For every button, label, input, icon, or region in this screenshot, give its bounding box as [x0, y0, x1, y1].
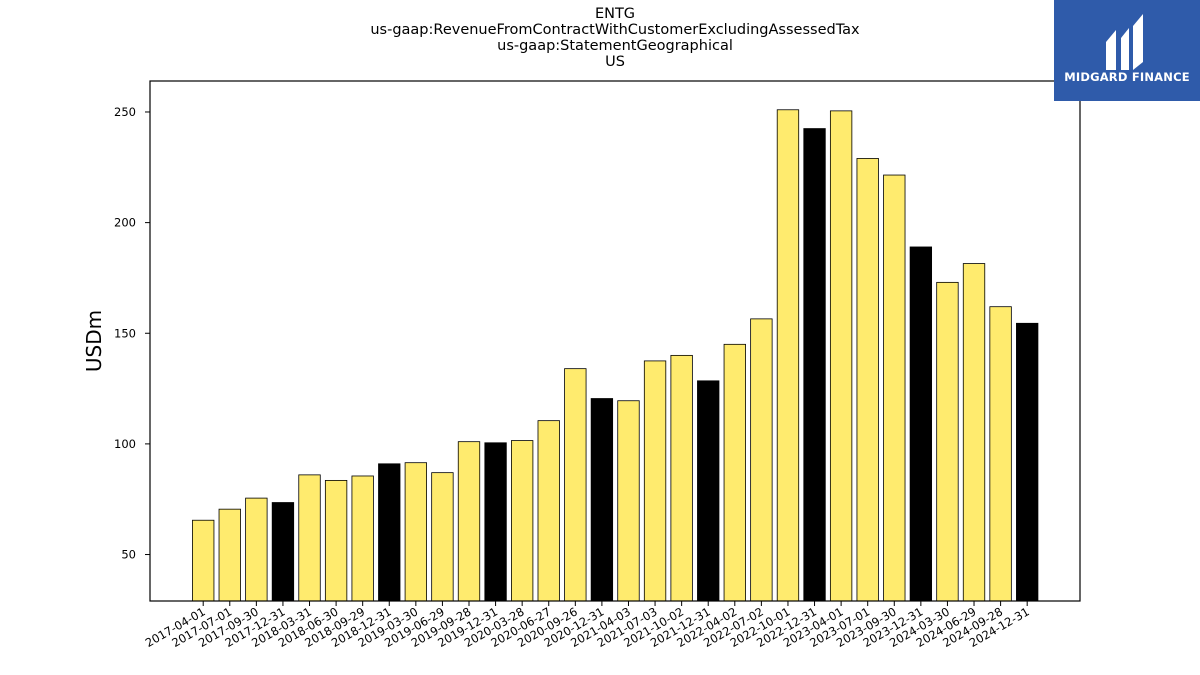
bar [378, 463, 401, 602]
bar [324, 479, 348, 602]
bar [803, 128, 826, 602]
bar [537, 420, 560, 602]
bar [245, 497, 268, 602]
bar [670, 354, 693, 602]
bar [457, 441, 481, 602]
bar [909, 246, 933, 602]
brand-logo: MIDGARD FINANCE [1054, 0, 1200, 101]
bar [218, 508, 241, 602]
chart-title-block: ENTG us-gaap:RevenueFromContractWithCust… [150, 6, 1080, 70]
bar [1016, 322, 1039, 602]
chart-title-concept: us-gaap:RevenueFromContractWithCustomerE… [370, 22, 860, 38]
y-axis-label: USDm [82, 310, 106, 372]
bar [564, 368, 587, 602]
bar [697, 380, 720, 602]
bar [750, 318, 773, 602]
y-tick-label: 250 [114, 105, 136, 119]
bar [723, 343, 746, 602]
bar [962, 263, 986, 602]
bar [192, 519, 215, 602]
chart-title-ticker: ENTG [594, 6, 636, 22]
x-axis: 2017-04-012017-07-012017-09-302017-12-31… [143, 601, 1032, 650]
chart-title-member: US [605, 54, 625, 70]
bar [271, 502, 295, 602]
brand-logo-text: MIDGARD FINANCE [1064, 70, 1190, 84]
bar [298, 474, 321, 602]
y-tick-label: 200 [114, 216, 136, 230]
bar [511, 440, 534, 602]
bar [856, 158, 879, 602]
plot-frame [149, 80, 1081, 602]
bar [404, 462, 427, 602]
bar [431, 472, 454, 602]
y-tick-label: 150 [114, 326, 136, 340]
y-axis: 50 100 150 200 250 [114, 105, 150, 562]
bar [351, 475, 374, 602]
bar [590, 398, 614, 602]
bars-group [192, 109, 1039, 602]
bar [989, 306, 1012, 602]
bar [936, 281, 959, 602]
chart-title-axis: us-gaap:StatementGeographical [497, 38, 733, 54]
midgard-logo-icon [1106, 14, 1143, 70]
y-tick-label: 50 [121, 548, 136, 562]
bar [484, 442, 507, 602]
bar [776, 109, 800, 602]
bar [617, 400, 640, 602]
bar [643, 360, 667, 602]
bar [883, 174, 906, 602]
bar [829, 110, 853, 602]
y-tick-label: 100 [114, 437, 136, 451]
